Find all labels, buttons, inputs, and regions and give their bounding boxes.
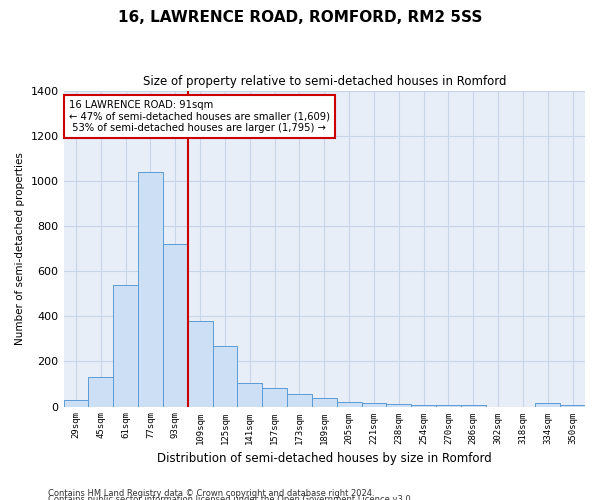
Bar <box>262 388 287 406</box>
Title: Size of property relative to semi-detached houses in Romford: Size of property relative to semi-detach… <box>143 75 506 88</box>
Bar <box>238 383 262 406</box>
Bar <box>312 398 337 406</box>
Bar <box>337 402 362 406</box>
Bar <box>138 172 163 406</box>
X-axis label: Distribution of semi-detached houses by size in Romford: Distribution of semi-detached houses by … <box>157 452 491 465</box>
Bar <box>64 400 88 406</box>
Bar <box>535 403 560 406</box>
Text: Contains public sector information licensed under the Open Government Licence v3: Contains public sector information licen… <box>48 495 413 500</box>
Bar <box>188 321 212 406</box>
Bar <box>386 404 411 406</box>
Y-axis label: Number of semi-detached properties: Number of semi-detached properties <box>15 152 25 345</box>
Bar <box>163 244 188 406</box>
Bar <box>362 403 386 406</box>
Text: 16, LAWRENCE ROAD, ROMFORD, RM2 5SS: 16, LAWRENCE ROAD, ROMFORD, RM2 5SS <box>118 10 482 25</box>
Bar <box>287 394 312 406</box>
Bar <box>88 377 113 406</box>
Bar <box>212 346 238 406</box>
Bar <box>113 284 138 406</box>
Text: 16 LAWRENCE ROAD: 91sqm
← 47% of semi-detached houses are smaller (1,609)
 53% o: 16 LAWRENCE ROAD: 91sqm ← 47% of semi-de… <box>69 100 330 133</box>
Text: Contains HM Land Registry data © Crown copyright and database right 2024.: Contains HM Land Registry data © Crown c… <box>48 488 374 498</box>
